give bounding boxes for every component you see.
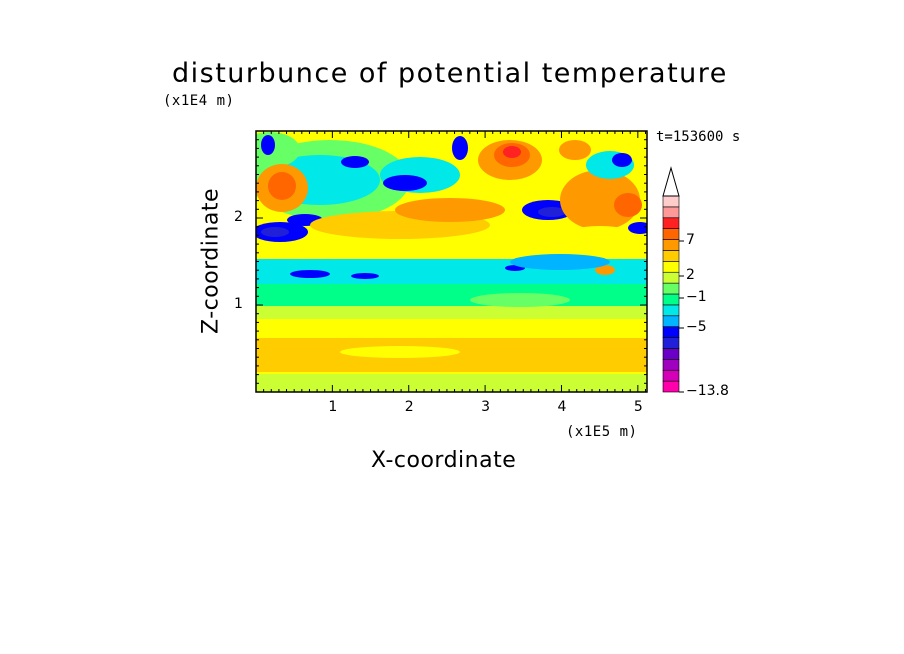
colorbar-label: −13.8 [686,383,729,399]
y-tick-label: 2 [234,209,243,225]
axis-ticks [256,131,647,392]
patch-cyan-midright [510,254,610,270]
colorbar-level [662,228,680,240]
y-tick-label: 1 [234,296,243,312]
colorbar-level [662,239,680,251]
colorbar-level [662,315,680,327]
patch-blue-top-right [612,153,632,167]
colorbar-label: −5 [686,319,707,335]
patch-orange-farright [614,193,642,217]
heatmap-field [256,131,647,392]
patch-blue-upper2 [383,175,427,191]
x-tick-label: 1 [328,399,338,415]
colorbar [662,166,684,393]
x-tick-label: 3 [481,399,491,415]
x-axis-label: X-coordinate [371,448,517,473]
patch-orange-right-top [559,140,591,160]
x-tick-label: 5 [633,399,643,415]
colorbar-level [662,282,680,295]
colorbar-level [662,271,680,284]
patch-yellow-right [556,226,644,254]
colorbar-level [662,261,680,273]
colorbar-level [662,380,680,393]
patch-orange-mid-right [595,265,615,275]
colorbar-label: 7 [686,232,695,248]
patch-darkblue-upper4 [538,207,566,217]
colorbar-level [662,348,680,360]
patch-blue-upper3 [452,136,468,160]
patch-blue-upper1 [341,156,369,168]
colorbar-level [662,195,680,208]
patch-blue-upper5 [261,135,275,155]
colorbar-level [662,337,680,349]
band-lightgreen-lower [256,305,647,319]
colorbar-level [662,206,680,219]
chart-title: disturbunce of potential temperature [172,58,728,89]
colorbar-level [662,326,680,338]
x-tick-label: 4 [557,399,567,415]
colorbar-label: −1 [686,289,707,305]
patch-blue-midrow2 [351,273,379,279]
colorbar-level [662,369,680,382]
patch-orange-center2 [395,198,505,222]
patch-yellow-lower [340,346,460,358]
patch-darkorange-left [268,172,296,200]
x-tick-label: 2 [404,399,414,415]
colorbar-label: 2 [686,267,695,283]
patch-green-right-low [470,293,570,307]
patch-blue-right [628,222,647,234]
patch-blue-midrow1 [290,270,330,278]
x-axis-multiplier: (x1E5 m) [566,424,638,440]
colorbar-level [662,250,680,262]
patch-orange-right [560,170,640,230]
colorbar-level [662,359,680,371]
band-lower-yellow [256,318,647,338]
colorbar-level [662,217,680,229]
time-label: t=153600 s [656,129,741,145]
colorbar-level [662,304,680,317]
band-green [256,282,647,306]
colorbar-level [662,293,680,306]
patch-darkblue-left [261,227,289,237]
band-bottom-lightgreen [256,374,647,392]
y-axis-multiplier: (x1E4 m) [163,93,235,109]
patch-red-top-core [503,146,521,158]
colorbar-extend-arrow [662,166,680,197]
